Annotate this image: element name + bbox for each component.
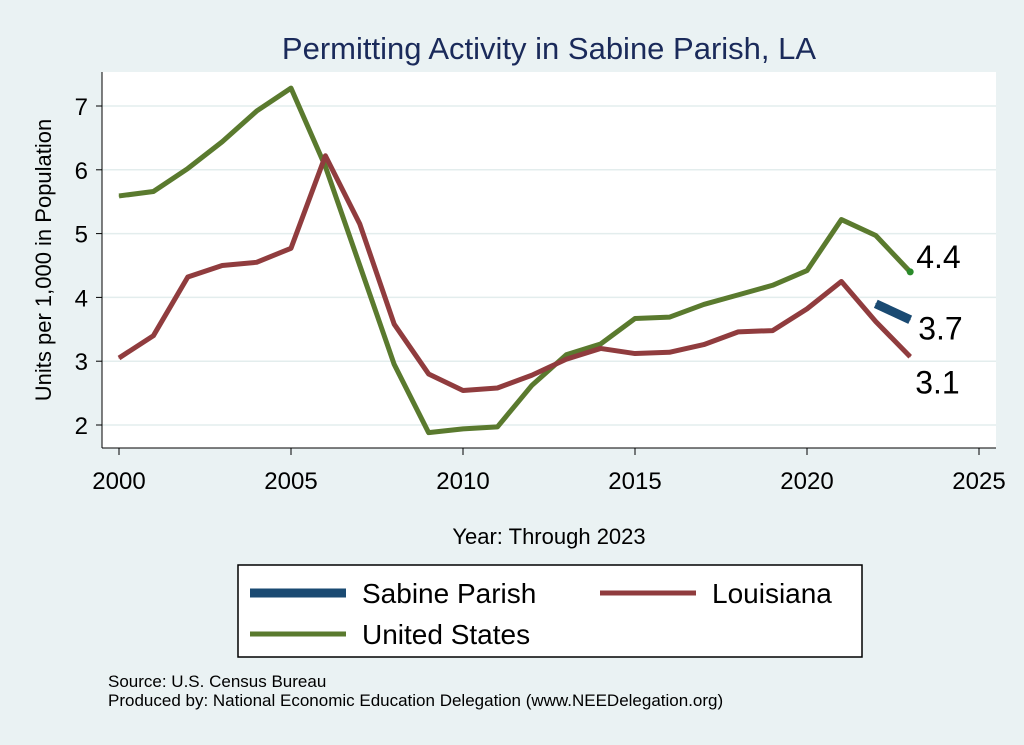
series-line-louisiana xyxy=(117,153,912,394)
data-point-louisiana xyxy=(496,387,498,389)
end-label-sabine-parish: 3.7 xyxy=(918,311,962,347)
data-point-united-states xyxy=(496,426,498,428)
source-note: Source: U.S. Census Bureau xyxy=(108,672,327,691)
data-point-united-states xyxy=(324,166,326,168)
series-group xyxy=(117,85,914,436)
chart-title: Permitting Activity in Sabine Parish, LA xyxy=(282,31,816,66)
y-tick-label: 5 xyxy=(75,222,88,249)
data-point-united-states xyxy=(600,343,602,345)
data-point-united-states xyxy=(462,428,464,430)
data-point-louisiana xyxy=(428,373,430,375)
data-point-united-states xyxy=(290,87,292,89)
y-axis-label: Units per 1,000 in Population xyxy=(31,119,56,402)
data-point-united-states xyxy=(531,384,533,386)
data-point-louisiana xyxy=(290,247,292,249)
data-point-louisiana xyxy=(875,321,877,323)
x-tick-label: 2000 xyxy=(92,468,145,495)
y-tick-label: 7 xyxy=(75,94,88,121)
y-tick-label: 4 xyxy=(75,285,88,312)
data-point-louisiana xyxy=(565,358,567,360)
data-point-louisiana xyxy=(152,335,154,337)
data-point-louisiana xyxy=(634,353,636,355)
legend-label-sabine-parish: Sabine Parish xyxy=(362,578,536,609)
data-point-united-states xyxy=(187,168,189,170)
end-label-united-states: 4.4 xyxy=(916,239,960,275)
data-point-sabine-parish xyxy=(875,303,877,305)
legend xyxy=(237,564,863,658)
data-point-louisiana xyxy=(221,265,223,266)
data-point-united-states xyxy=(668,316,670,318)
end-marker-united-states xyxy=(906,268,914,276)
end-labels: 3.7 3.1 4.4 xyxy=(915,239,962,401)
data-point-louisiana xyxy=(703,344,705,346)
data-point-united-states xyxy=(840,219,842,221)
data-point-united-states xyxy=(634,317,636,319)
data-point-louisiana xyxy=(359,223,361,225)
data-point-united-states xyxy=(875,235,877,237)
x-tick-label: 2005 xyxy=(264,468,317,495)
data-point-united-states xyxy=(428,432,430,434)
plot-area xyxy=(102,72,996,448)
data-point-united-states xyxy=(393,363,395,365)
data-point-louisiana xyxy=(668,351,670,353)
data-point-louisiana xyxy=(840,280,842,282)
data-point-united-states xyxy=(118,195,120,197)
data-point-united-states xyxy=(772,284,774,286)
data-point-united-states xyxy=(737,294,739,296)
data-point-united-states xyxy=(359,265,361,266)
legend-label-united-states: United States xyxy=(362,619,530,650)
data-point-united-states xyxy=(221,141,223,143)
data-point-louisiana xyxy=(393,323,395,325)
data-point-united-states xyxy=(565,354,567,356)
data-point-united-states xyxy=(256,110,258,112)
data-point-louisiana xyxy=(187,276,189,278)
y-tick-label: 3 xyxy=(75,349,88,376)
x-tick-label: 2025 xyxy=(952,468,1005,495)
x-axis-label: Year: Through 2023 xyxy=(452,524,645,549)
x-tick-label: 2015 xyxy=(608,468,661,495)
data-point-louisiana xyxy=(324,155,326,157)
x-tick-label: 2020 xyxy=(780,468,833,495)
data-point-louisiana xyxy=(531,374,533,376)
data-point-louisiana xyxy=(909,356,911,358)
x-tick-label: 2010 xyxy=(436,468,489,495)
y-tick-label: 2 xyxy=(75,413,88,440)
data-point-louisiana xyxy=(256,261,258,263)
data-point-united-states xyxy=(152,190,154,192)
gridlines xyxy=(102,105,996,426)
legend-label-louisiana: Louisiana xyxy=(712,578,832,609)
data-point-louisiana xyxy=(118,357,120,359)
y-tick-label: 6 xyxy=(75,158,88,185)
legend-items: Sabine Parish Louisiana United States xyxy=(250,578,832,650)
data-point-united-states xyxy=(703,303,705,305)
data-point-sabine-parish xyxy=(909,319,911,321)
data-point-louisiana xyxy=(737,331,739,333)
data-point-louisiana xyxy=(806,308,808,310)
data-point-louisiana xyxy=(772,330,774,332)
series-line-united-states xyxy=(118,85,913,436)
end-label-louisiana: 3.1 xyxy=(915,365,959,401)
produced-by-note: Produced by: National Economic Education… xyxy=(108,691,724,710)
y-axis: 2 3 4 5 6 7 xyxy=(75,72,103,448)
data-point-louisiana xyxy=(462,390,464,392)
series-line-sabine-parish xyxy=(873,299,913,324)
data-point-united-states xyxy=(806,270,808,272)
x-axis: 2000 2005 2010 2015 2020 2025 xyxy=(92,447,1006,495)
data-point-louisiana xyxy=(600,347,602,349)
